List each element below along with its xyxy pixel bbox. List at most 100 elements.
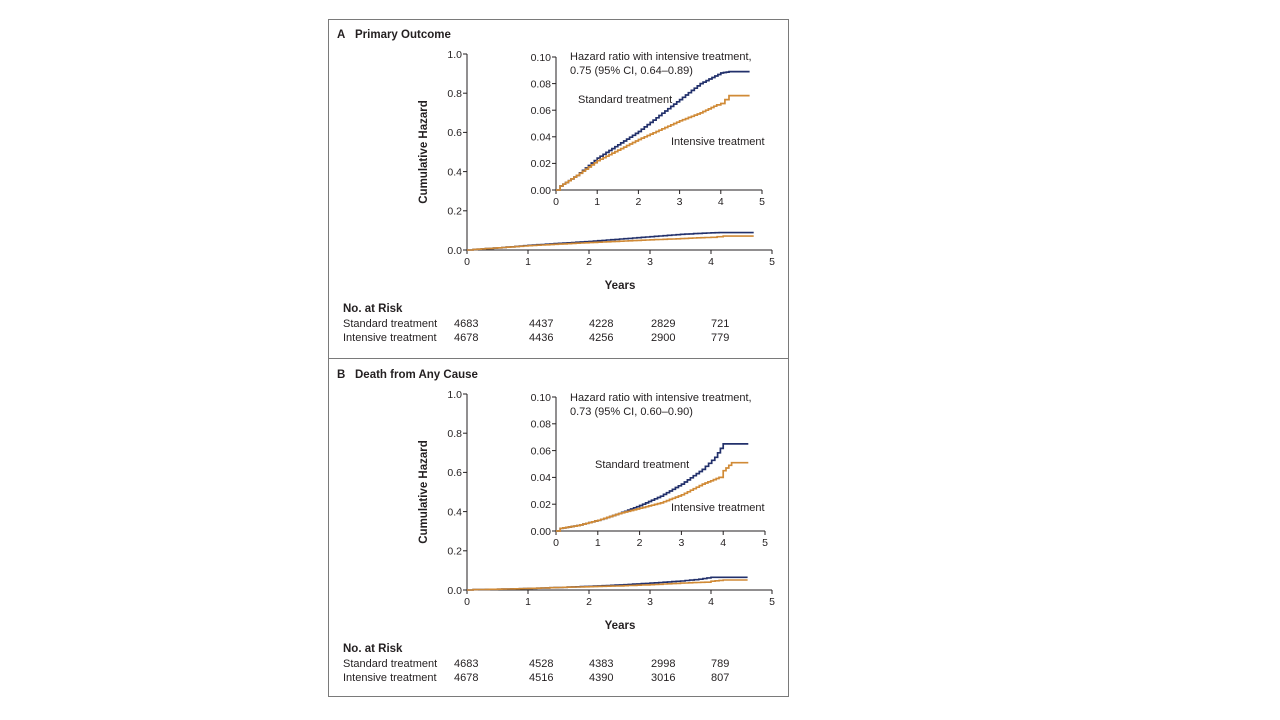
y-tick-label: 0.10	[531, 392, 552, 404]
inset-curve-intensive	[556, 461, 749, 532]
main-axes-a: 0.0 0.2 0.4 0.6 0.8 1.0 0 1 2 3 4 5	[447, 49, 775, 268]
x-tick-label: 5	[759, 196, 765, 208]
inset-axes-b: 0.00 0.02 0.04 0.06 0.08 0.10 0 1 2 3 4 5	[531, 392, 769, 549]
risk-cell-value: 4436	[529, 332, 553, 344]
y-tick-label: 0.08	[531, 78, 552, 90]
risk-cell-value: 4678	[454, 332, 478, 344]
hazard-ratio-ci-text: 0.73 (95% CI, 0.60–0.90)	[570, 406, 693, 418]
risk-cell-value: 2829	[651, 318, 675, 330]
risk-row-label: Intensive treatment	[343, 332, 437, 344]
standard-treatment-label: Standard treatment	[578, 94, 672, 106]
intensive-treatment-label: Intensive treatment	[671, 136, 765, 148]
risk-row-label: Intensive treatment	[343, 672, 437, 684]
y-tick-label: 0.08	[531, 419, 552, 431]
y-axis-title: Cumulative Hazard	[418, 440, 430, 544]
y-tick-label: 0.6	[447, 127, 462, 139]
hazard-ratio-text: Hazard ratio with intensive treatment,	[570, 392, 752, 404]
x-tick-label: 2	[635, 196, 641, 208]
risk-cell-value: 721	[711, 318, 729, 330]
risk-table-header: No. at Risk	[343, 643, 403, 655]
x-tick-label: 2	[637, 537, 643, 549]
main-axes-b: 0.0 0.2 0.4 0.6 0.8 1.0 0 1 2 3 4 5	[447, 389, 775, 608]
x-tick-label: 3	[647, 596, 653, 608]
y-tick-label: 0.04	[531, 132, 552, 144]
x-tick-label: 4	[718, 196, 724, 208]
risk-row-label: Standard treatment	[343, 658, 437, 670]
main-curve-intensive	[467, 579, 748, 591]
main-curve-intensive	[467, 235, 754, 251]
panel-divider	[328, 358, 789, 359]
risk-cell-value: 4516	[529, 672, 553, 684]
panel-letter-b: B	[337, 369, 345, 381]
y-tick-label: 0.02	[531, 499, 552, 511]
y-tick-label: 0.6	[447, 467, 462, 479]
y-tick-label: 0.00	[531, 185, 552, 197]
x-tick-label: 4	[720, 537, 726, 549]
x-tick-label: 4	[708, 256, 714, 268]
main-curve-standard	[467, 576, 748, 591]
y-tick-label: 0.0	[447, 245, 462, 257]
risk-cell-value: 807	[711, 672, 729, 684]
risk-cell-value: 4683	[454, 318, 478, 330]
risk-row-label: Standard treatment	[343, 318, 437, 330]
x-tick-label: 1	[595, 537, 601, 549]
x-tick-label: 0	[464, 596, 470, 608]
y-tick-label: 0.0	[447, 585, 462, 597]
y-tick-label: 1.0	[447, 49, 462, 61]
risk-cell-value: 2900	[651, 332, 675, 344]
x-tick-label: 2	[586, 256, 592, 268]
x-tick-label: 2	[586, 596, 592, 608]
y-tick-label: 0.04	[531, 472, 552, 484]
x-tick-label: 5	[769, 256, 775, 268]
inset-curve-standard	[556, 443, 749, 532]
y-tick-label: 0.02	[531, 158, 552, 170]
intensive-treatment-label: Intensive treatment	[671, 502, 765, 514]
y-tick-label: 0.4	[447, 166, 462, 178]
risk-cell-value: 789	[711, 658, 729, 670]
risk-cell-value: 4256	[589, 332, 613, 344]
x-tick-label: 4	[708, 596, 714, 608]
inset-axes-a: 0.00 0.02 0.04 0.06 0.08 0.10 0 1 2 3 4 5	[531, 52, 766, 208]
y-tick-label: 0.06	[531, 105, 552, 117]
x-tick-label: 1	[525, 596, 531, 608]
hazard-ratio-ci-text: 0.75 (95% CI, 0.64–0.89)	[570, 65, 693, 77]
risk-cell-value: 4678	[454, 672, 478, 684]
risk-cell-value: 4528	[529, 658, 553, 670]
y-tick-label: 0.8	[447, 88, 462, 100]
y-tick-label: 1.0	[447, 389, 462, 401]
panel-letter-a: A	[337, 29, 345, 41]
y-tick-label: 0.4	[447, 506, 462, 518]
risk-cell-value: 4390	[589, 672, 613, 684]
risk-cell-value: 4228	[589, 318, 613, 330]
y-axis-title: Cumulative Hazard	[418, 100, 430, 204]
panel-title-b: Death from Any Cause	[355, 369, 478, 381]
risk-cell-value: 4383	[589, 658, 613, 670]
x-axis-title: Years	[605, 620, 636, 632]
hazard-ratio-text: Hazard ratio with intensive treatment,	[570, 51, 752, 63]
risk-cell-value: 2998	[651, 658, 675, 670]
x-tick-label: 3	[677, 196, 683, 208]
risk-cell-value: 4437	[529, 318, 553, 330]
risk-cell-value: 4683	[454, 658, 478, 670]
inset-curve-intensive	[556, 94, 750, 191]
risk-cell-value: 779	[711, 332, 729, 344]
x-tick-label: 1	[594, 196, 600, 208]
y-tick-label: 0.06	[531, 445, 552, 457]
x-tick-label: 5	[769, 596, 775, 608]
x-tick-label: 3	[678, 537, 684, 549]
y-tick-label: 0.10	[531, 52, 552, 64]
x-axis-title: Years	[605, 280, 636, 292]
y-tick-label: 0.2	[447, 546, 462, 558]
inset-curve-standard	[556, 70, 750, 191]
x-tick-label: 0	[464, 256, 470, 268]
x-tick-label: 3	[647, 256, 653, 268]
y-tick-label: 0.00	[531, 526, 552, 538]
risk-table-header: No. at Risk	[343, 303, 403, 315]
x-tick-label: 1	[525, 256, 531, 268]
x-tick-label: 5	[762, 537, 768, 549]
x-tick-label: 0	[553, 537, 559, 549]
x-tick-label: 0	[553, 196, 559, 208]
standard-treatment-label: Standard treatment	[595, 459, 689, 471]
y-tick-label: 0.2	[447, 206, 462, 218]
